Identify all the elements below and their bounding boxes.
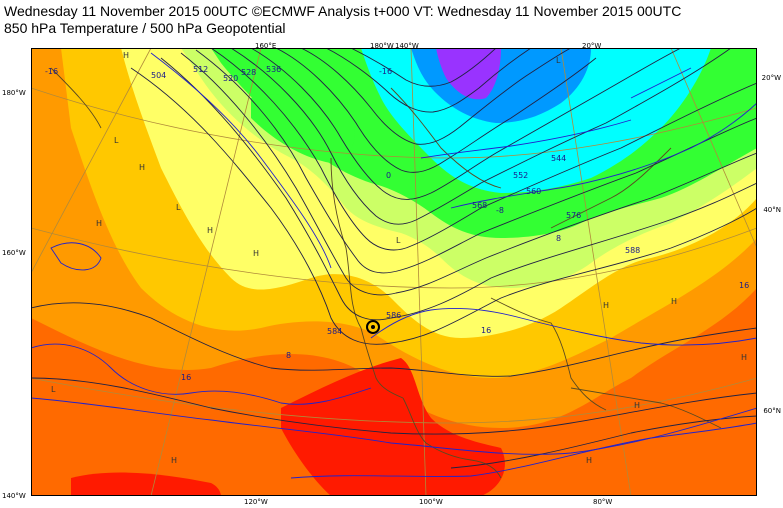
contour-label-geopotential: 544 [551, 154, 566, 163]
axis-label-right: 20°W [761, 74, 781, 82]
pressure-mark-h: H [741, 353, 747, 362]
contour-labels: 504 512 520 528 536 544 552 560 568 576 … [151, 65, 640, 336]
pressure-mark-h: H [139, 163, 145, 172]
axis-label-top: 160°E [255, 42, 277, 50]
contour-label-temperature: 8 [286, 351, 291, 360]
contour-label-temperature: 16 [739, 281, 749, 290]
geopotential-contours [31, 48, 757, 469]
map-subtitle: 850 hPa Temperature / 500 hPa Geopotenti… [4, 20, 286, 36]
pressure-mark-h: H [634, 401, 640, 410]
contour-label-geopotential: 504 [151, 71, 166, 80]
contour-label-geopotential: 576 [566, 211, 581, 220]
axis-label-left: 160°W [2, 249, 26, 257]
contour-label-temperature: 16 [481, 326, 491, 335]
axis-label-bottom: 80°W [593, 498, 613, 506]
contour-label-geopotential: 528 [241, 68, 256, 77]
pressure-mark-h: H [96, 219, 102, 228]
map-frame [31, 48, 757, 496]
pressure-mark-h: H [253, 249, 259, 258]
axis-label-right: 60°N [763, 407, 781, 415]
axis-label-right: 40°N [763, 206, 781, 214]
contour-label-temperature: 0 [386, 171, 391, 180]
contour-label-geopotential: 552 [513, 171, 528, 180]
temperature-zone-purple [436, 48, 501, 100]
isotherm-contours [31, 52, 757, 479]
axis-label-top: 20°W [582, 42, 602, 50]
pressure-mark-l: L [51, 385, 56, 394]
axis-label-top: 140°W [395, 42, 419, 50]
pressure-mark-l: L [176, 203, 181, 212]
low-pressure-symbol [366, 320, 380, 334]
pressure-mark-h: H [586, 456, 592, 465]
contour-label-geopotential: 512 [193, 65, 208, 74]
pressure-mark-h: H [603, 301, 609, 310]
contour-label-temperature: 8 [556, 234, 561, 243]
coastlines [50, 67, 722, 479]
temperature-patch-green-west [251, 94, 355, 163]
contour-label-geopotential: 520 [223, 74, 238, 83]
contour-label-temperature: -8 [496, 206, 504, 215]
contour-label-temperature: -16 [45, 67, 58, 76]
contour-label-geopotential: 588 [625, 246, 640, 255]
pressure-mark-l: L [114, 136, 119, 145]
pressure-mark-h: H [171, 456, 177, 465]
pressure-mark-l: L [396, 236, 401, 245]
axis-label-bottom: 100°W [419, 498, 443, 506]
pressure-marks: H H L H H L H L H H H H L H H L [51, 51, 747, 465]
temperature-zone-red-south [71, 472, 221, 496]
weather-map: H H L H H L H L H H H H L H H L 504 512 … [31, 48, 757, 496]
contour-label-temperature: 16 [181, 373, 191, 382]
temperature-zone-red [281, 358, 505, 496]
contour-label-temperature: -16 [379, 67, 392, 76]
pressure-mark-l: L [556, 56, 561, 65]
pressure-mark-h: H [671, 297, 677, 306]
axis-label-left: 140°W [2, 492, 26, 500]
contour-label-geopotential: 584 [327, 327, 342, 336]
contour-label-geopotential: 560 [526, 187, 541, 196]
axis-label-bottom: 120°W [244, 498, 268, 506]
contour-label-geopotential: 536 [266, 65, 281, 74]
axis-label-top: 180°W [370, 42, 394, 50]
contour-label-geopotential: 568 [472, 201, 487, 210]
temperature-labels: -16 16 16 16 8 8 0 -8 -16 [45, 67, 749, 382]
pressure-mark-h: H [123, 51, 129, 60]
axis-label-left: 180°W [2, 89, 26, 97]
pressure-mark-h: H [207, 226, 213, 235]
contour-label-geopotential: 586 [386, 311, 401, 320]
map-title: Wednesday 11 November 2015 00UTC ©ECMWF … [4, 3, 682, 19]
graticule [31, 48, 757, 496]
